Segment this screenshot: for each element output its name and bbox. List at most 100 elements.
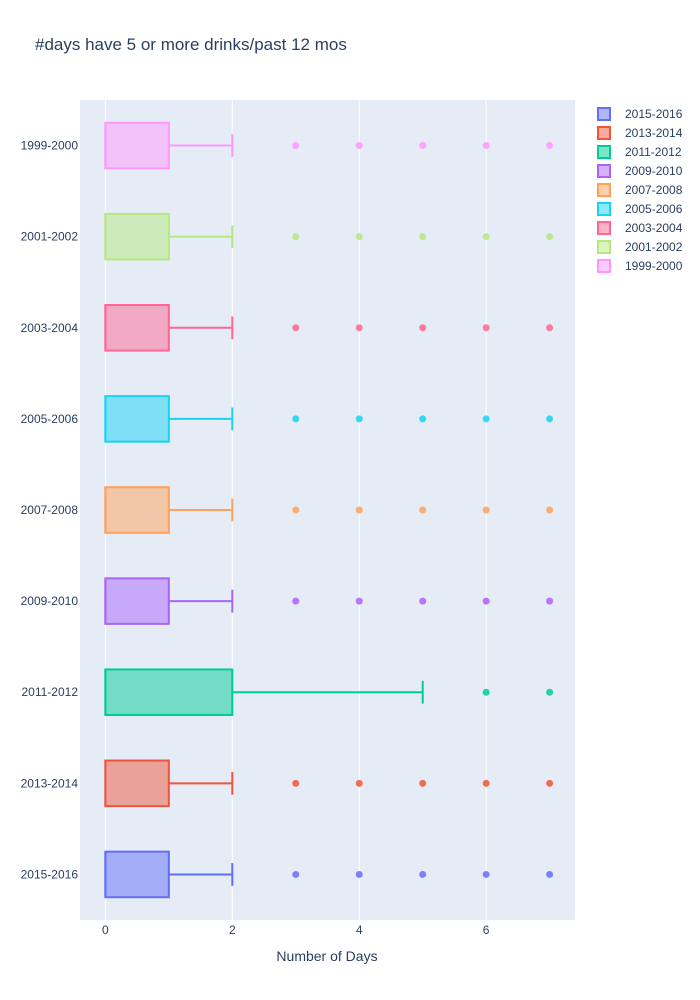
legend-swatch	[597, 126, 611, 140]
legend-item[interactable]: 2003-2004	[597, 221, 683, 235]
box-iqr[interactable]	[104, 121, 170, 170]
box-trace[interactable]	[104, 121, 554, 170]
outlier-point[interactable]	[546, 506, 554, 514]
outlier-point[interactable]	[546, 597, 554, 605]
outlier-point[interactable]	[292, 779, 300, 787]
legend-label: 2005-2006	[625, 202, 683, 216]
outlier-point[interactable]	[419, 870, 427, 878]
legend-item[interactable]: 1999-2000	[597, 259, 683, 273]
y-tick-label: 2015-2016	[21, 867, 79, 881]
legend-item[interactable]: 2007-2008	[597, 183, 683, 197]
box-trace[interactable]	[104, 759, 554, 808]
outlier-point[interactable]	[292, 415, 300, 423]
outlier-point[interactable]	[419, 506, 427, 514]
legend-swatch	[597, 221, 611, 235]
outlier-point[interactable]	[482, 688, 490, 696]
outlier-point[interactable]	[292, 233, 300, 241]
outlier-point[interactable]	[419, 142, 427, 150]
outlier-point[interactable]	[546, 233, 554, 241]
legend-swatch	[597, 183, 611, 197]
legend-swatch	[597, 240, 611, 254]
legend-item[interactable]: 2015-2016	[597, 107, 683, 121]
outlier-point[interactable]	[482, 142, 490, 150]
outlier-point[interactable]	[482, 415, 490, 423]
x-tick-label: 6	[483, 923, 490, 937]
legend-item[interactable]: 2005-2006	[597, 202, 683, 216]
chart-title: #days have 5 or more drinks/past 12 mos	[35, 35, 347, 54]
y-tick-label: 2007-2008	[21, 503, 79, 517]
outlier-point[interactable]	[292, 142, 300, 150]
outlier-point[interactable]	[355, 142, 363, 150]
legend-label: 2011-2012	[625, 145, 682, 159]
box-iqr[interactable]	[104, 668, 234, 717]
box-iqr[interactable]	[104, 850, 170, 899]
outlier-point[interactable]	[355, 506, 363, 514]
outlier-point[interactable]	[482, 506, 490, 514]
box-trace[interactable]	[104, 212, 554, 261]
outlier-point[interactable]	[355, 870, 363, 878]
outlier-point[interactable]	[546, 688, 554, 696]
outlier-point[interactable]	[355, 779, 363, 787]
outlier-point[interactable]	[355, 324, 363, 332]
legend-item[interactable]: 2001-2002	[597, 240, 683, 254]
box-trace[interactable]	[104, 850, 554, 899]
box-trace[interactable]	[104, 486, 554, 534]
legend-swatch	[597, 107, 611, 121]
outlier-point[interactable]	[546, 142, 554, 150]
x-axis-title: Number of Days	[276, 948, 377, 964]
outlier-point[interactable]	[482, 597, 490, 605]
outlier-point[interactable]	[482, 870, 490, 878]
legend-item[interactable]: 2011-2012	[597, 145, 682, 159]
legend-label: 2009-2010	[625, 164, 683, 178]
y-tick-labels: 2015-2016 2013-2014 2011-2012 2009-2010 2007…	[21, 139, 79, 882]
box-iqr[interactable]	[104, 212, 170, 261]
box-trace[interactable]	[104, 304, 554, 352]
outlier-point[interactable]	[546, 324, 554, 332]
outlier-point[interactable]	[419, 597, 427, 605]
outlier-point[interactable]	[482, 233, 490, 241]
legend-label: 2003-2004	[625, 221, 683, 235]
box-trace[interactable]	[104, 577, 554, 625]
legend-item[interactable]: 2009-2010	[597, 164, 683, 178]
outlier-point[interactable]	[419, 779, 427, 787]
outlier-point[interactable]	[355, 233, 363, 241]
legend-swatch	[597, 164, 611, 178]
outlier-point[interactable]	[355, 415, 363, 423]
outlier-point[interactable]	[355, 597, 363, 605]
outlier-point[interactable]	[292, 870, 300, 878]
legend-swatch	[597, 202, 611, 216]
outlier-point[interactable]	[292, 506, 300, 514]
outlier-point[interactable]	[419, 233, 427, 241]
legend-label: 2007-2008	[625, 183, 683, 197]
box-iqr[interactable]	[104, 395, 170, 443]
outlier-point[interactable]	[292, 597, 300, 605]
outlier-point[interactable]	[546, 779, 554, 787]
box-iqr[interactable]	[104, 577, 170, 625]
box-iqr[interactable]	[104, 759, 170, 808]
box-iqr[interactable]	[104, 304, 170, 352]
outlier-point[interactable]	[482, 779, 490, 787]
y-tick-label: 2005-2006	[21, 412, 79, 426]
outlier-point[interactable]	[482, 324, 490, 332]
x-tick-label: 0	[102, 923, 109, 937]
y-tick-label: 2009-2010	[21, 594, 79, 608]
outlier-point[interactable]	[292, 324, 300, 332]
outlier-point[interactable]	[546, 415, 554, 423]
outlier-point[interactable]	[419, 324, 427, 332]
box-trace[interactable]	[104, 668, 554, 717]
y-tick-label: 2003-2004	[21, 321, 79, 335]
outlier-point[interactable]	[419, 415, 427, 423]
box-trace[interactable]	[104, 395, 554, 443]
box-iqr[interactable]	[104, 486, 170, 534]
legend-item[interactable]: 2013-2014	[597, 126, 683, 140]
y-tick-label: 1999-2000	[21, 139, 79, 153]
legend[interactable]: 2015-2016 2013-2014 2011-2012 2009-2010 2007…	[597, 107, 683, 273]
legend-swatch	[597, 145, 611, 159]
outlier-point[interactable]	[546, 870, 554, 878]
x-tick-label: 2	[229, 923, 236, 937]
legend-label: 2001-2002	[625, 240, 683, 254]
legend-swatch	[597, 259, 611, 273]
legend-label: 1999-2000	[625, 259, 683, 273]
y-tick-label: 2001-2002	[21, 230, 79, 244]
